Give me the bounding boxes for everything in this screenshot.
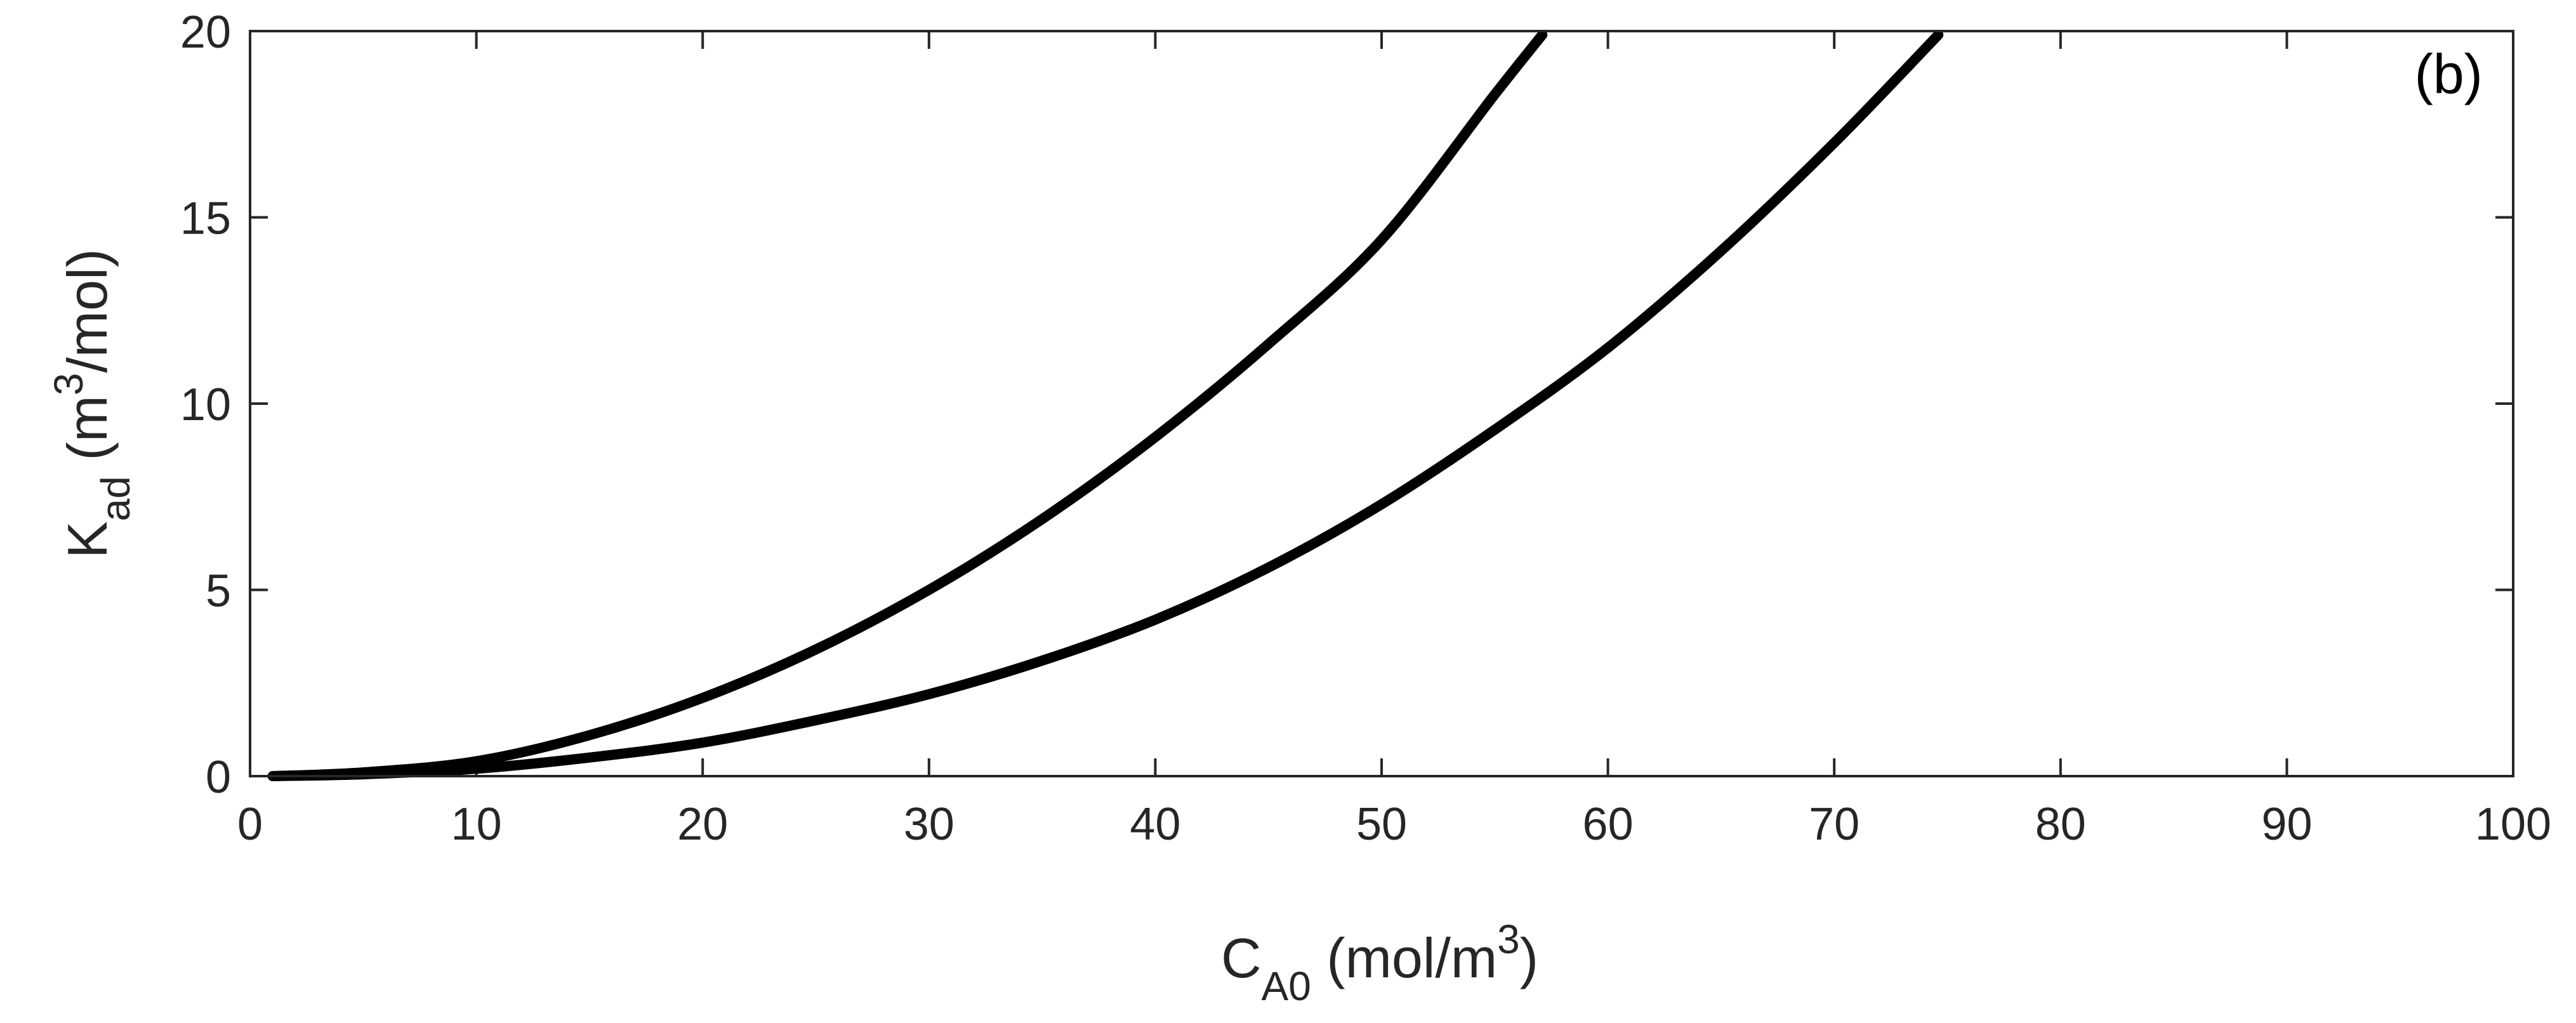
ticks-layer: 0 10 20 30 40 50 60 70 80 90 100 0 5 10 15 20	[180, 7, 2551, 850]
y-tick-label: 5	[206, 566, 231, 617]
series-line-curve-1	[267, 29, 1548, 781]
x-axis-title-sup: 3	[1497, 916, 1520, 962]
series-layer	[267, 29, 1944, 781]
x-tick-label: 10	[451, 799, 502, 850]
x-tick-label: 20	[677, 799, 728, 850]
y-tick-label: 20	[180, 7, 231, 58]
x-tick-label: 80	[2035, 799, 2086, 850]
series-line-curve-2	[267, 29, 1944, 781]
x-tick-label: 70	[1809, 799, 1859, 850]
x-tick-label: 0	[237, 799, 263, 850]
y-axis-title: Kad (m3/mol)	[46, 249, 138, 558]
x-tick-label: 40	[1130, 799, 1180, 850]
x-axis-title-sub: A0	[1262, 963, 1311, 1009]
y-axis-title-sup: 3	[46, 373, 91, 396]
x-tick-label: 50	[1356, 799, 1407, 850]
y-axis-title-close: /mol)	[56, 249, 119, 373]
panel-label: (b)	[2414, 43, 2483, 105]
x-tick-label: 100	[2475, 799, 2551, 850]
plot-frame	[249, 30, 2514, 777]
y-axis-title-main: K	[56, 521, 119, 558]
x-tick-label: 90	[2261, 799, 2312, 850]
y-tick-label: 10	[180, 380, 231, 430]
x-tick-label: 30	[904, 799, 954, 850]
y-tick-label: 15	[180, 194, 231, 244]
x-axis-title-units: (mol/m	[1311, 927, 1497, 989]
x-axis-title-main: C	[1221, 927, 1262, 989]
y-axis-title-sub: ad	[93, 476, 138, 521]
x-axis-title-close: )	[1520, 927, 1538, 989]
y-tick-label: 0	[206, 752, 231, 803]
y-axis-title-units: (m	[56, 395, 119, 476]
x-axis-title: CA0 (mol/m3)	[1221, 916, 1538, 1009]
x-tick-label: 60	[1583, 799, 1634, 850]
